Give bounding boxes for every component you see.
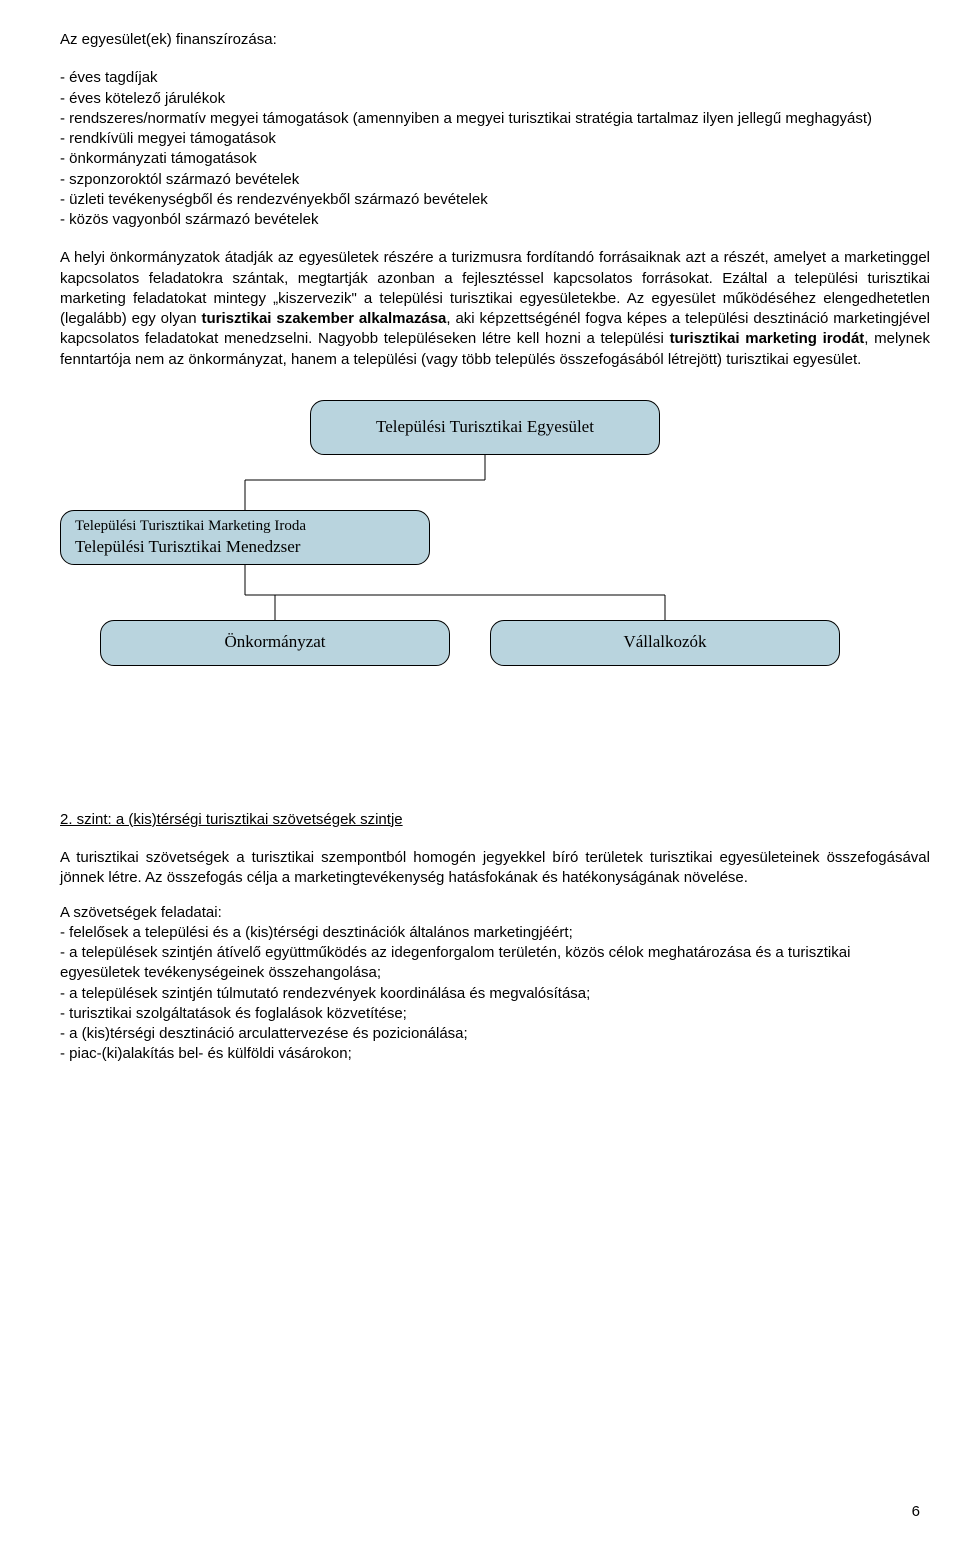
list-item: - éves kötelező járulékok (60, 89, 930, 109)
tasks-list: - felelősek a települési és a (kis)térsé… (60, 923, 930, 1065)
list-item: - a települések szintjén átívelő együttm… (60, 943, 930, 984)
list-item: - piac-(ki)alakítás bel- és külföldi vás… (60, 1044, 930, 1064)
org-diagram: Települési Turisztikai Egyesület Települ… (60, 400, 900, 710)
list-item: - a települések szintjén túlmutató rende… (60, 984, 930, 1004)
tasks-title: A szövetségek feladatai: (60, 903, 930, 923)
list-item: - éves tagdíjak (60, 68, 930, 88)
level2-title: 2. szint: a (kis)térségi turisztikai szö… (60, 810, 930, 830)
financing-title: Az egyesület(ek) finanszírozása: (60, 30, 930, 50)
diagram-node-marketing-office: Települési Turisztikai Marketing Iroda T… (60, 510, 430, 565)
page-number: 6 (912, 1502, 920, 1522)
list-item: - rendszeres/normatív megyei támogatások… (60, 109, 930, 129)
main-paragraph: A helyi önkormányzatok átadják az egyesü… (60, 248, 930, 370)
para-bold-1: turisztikai szakember alkalmazása (201, 310, 446, 327)
diagram-node-line1: Települési Turisztikai Marketing Iroda (75, 516, 306, 536)
list-item: - szponzoroktól származó bevételek (60, 170, 930, 190)
diagram-node-line2: Települési Turisztikai Menedzser (75, 536, 300, 559)
diagram-node-municipality: Önkormányzat (100, 620, 450, 666)
level2-paragraph: A turisztikai szövetségek a turisztikai … (60, 848, 930, 889)
list-item: - a (kis)térségi desztináció arculatterv… (60, 1024, 930, 1044)
list-item: - turisztikai szolgáltatások és foglalás… (60, 1004, 930, 1024)
diagram-node-association: Települési Turisztikai Egyesület (310, 400, 660, 455)
para-bold-2: turisztikai marketing irodát (670, 330, 865, 347)
list-item: - üzleti tevékenységből és rendezvényekb… (60, 190, 930, 210)
list-item: - önkormányzati támogatások (60, 149, 930, 169)
diagram-node-entrepreneurs: Vállalkozók (490, 620, 840, 666)
financing-bullets: - éves tagdíjak - éves kötelező járuléko… (60, 68, 930, 230)
list-item: - közös vagyonból származó bevételek (60, 210, 930, 230)
list-item: - felelősek a települési és a (kis)térsé… (60, 923, 930, 943)
list-item: - rendkívüli megyei támogatások (60, 129, 930, 149)
